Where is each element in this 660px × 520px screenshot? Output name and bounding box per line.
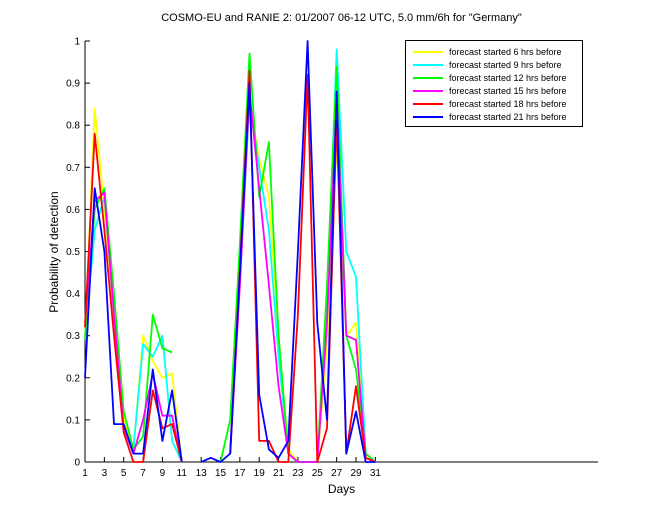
y-tick-label: 0.4 — [66, 289, 80, 300]
legend-entry-15hrs: forecast started 15 hrs before — [406, 84, 582, 97]
legend-entry-label: forecast started 21 hrs before — [449, 111, 567, 122]
legend-entry-label: forecast started 18 hrs before — [449, 98, 567, 109]
series-line-15hrs — [229, 90, 376, 463]
x-tick-label: 31 — [370, 468, 382, 479]
x-tick-label: 7 — [140, 468, 146, 479]
y-tick-label: 0.9 — [66, 79, 80, 90]
y-tick-label: 0.5 — [66, 247, 80, 258]
x-tick-label: 3 — [102, 468, 108, 479]
x-tick-label: 9 — [160, 468, 166, 479]
legend-entry-label: forecast started 12 hrs before — [449, 72, 567, 83]
legend-line-swatch — [413, 102, 443, 105]
y-axis-label: Probability of detection — [47, 191, 61, 313]
y-tick-label: 0.7 — [66, 163, 80, 174]
legend-line-swatch — [413, 115, 443, 118]
series-line-21hrs — [200, 40, 376, 463]
legend-line-swatch — [413, 76, 443, 79]
legend-entry-9hrs: forecast started 9 hrs before — [406, 58, 582, 71]
y-tick-label: 0.3 — [66, 331, 80, 342]
legend-entry-12hrs: forecast started 12 hrs before — [406, 71, 582, 84]
legend-box: forecast started 6 hrs before forecast st… — [405, 40, 583, 127]
legend-line-swatch — [413, 63, 443, 66]
x-tick-label: 17 — [234, 468, 246, 479]
y-tick-label: 0 — [74, 458, 80, 469]
legend-entry-6hrs: forecast started 6 hrs before — [406, 45, 582, 58]
series-line-9hrs — [84, 195, 183, 463]
x-tick-label: 29 — [350, 468, 362, 479]
x-tick-label: 1 — [82, 468, 88, 479]
series-line-15hrs — [84, 191, 183, 463]
series-line-21hrs — [84, 187, 183, 463]
x-tick-label: 25 — [312, 468, 324, 479]
x-tick-label: 19 — [254, 468, 266, 479]
y-tick-label: 0.6 — [66, 205, 80, 216]
x-tick-label: 11 — [177, 468, 188, 479]
x-tick-label: 13 — [196, 468, 208, 479]
y-tick-label: 0.1 — [66, 415, 80, 426]
legend-line-swatch — [413, 89, 443, 92]
x-tick-label: 5 — [121, 468, 127, 479]
y-tick-label: 1 — [74, 37, 80, 48]
legend-entry-label: forecast started 6 hrs before — [449, 46, 562, 57]
series-line-6hrs — [84, 107, 183, 463]
x-tick-label: 27 — [331, 468, 343, 479]
legend-line-swatch — [413, 50, 443, 53]
legend-entry-18hrs: forecast started 18 hrs before — [406, 97, 582, 110]
x-axis-label: Days — [327, 482, 356, 496]
legend-entry-label: forecast started 15 hrs before — [449, 85, 567, 96]
legend-entry-label: forecast started 9 hrs before — [449, 59, 562, 70]
y-tick-label: 0.2 — [66, 373, 80, 384]
series-line-12hrs — [84, 187, 173, 451]
y-tick-label: 0.8 — [66, 121, 80, 132]
x-tick-label: 23 — [292, 468, 304, 479]
x-tick-label: 15 — [215, 468, 227, 479]
chart-title: COSMO-EU and RANIE 2: 01/2007 06-12 UTC,… — [161, 12, 522, 24]
legend-entry-21hrs: forecast started 21 hrs before — [406, 110, 582, 123]
x-tick-label: 21 — [273, 468, 285, 479]
